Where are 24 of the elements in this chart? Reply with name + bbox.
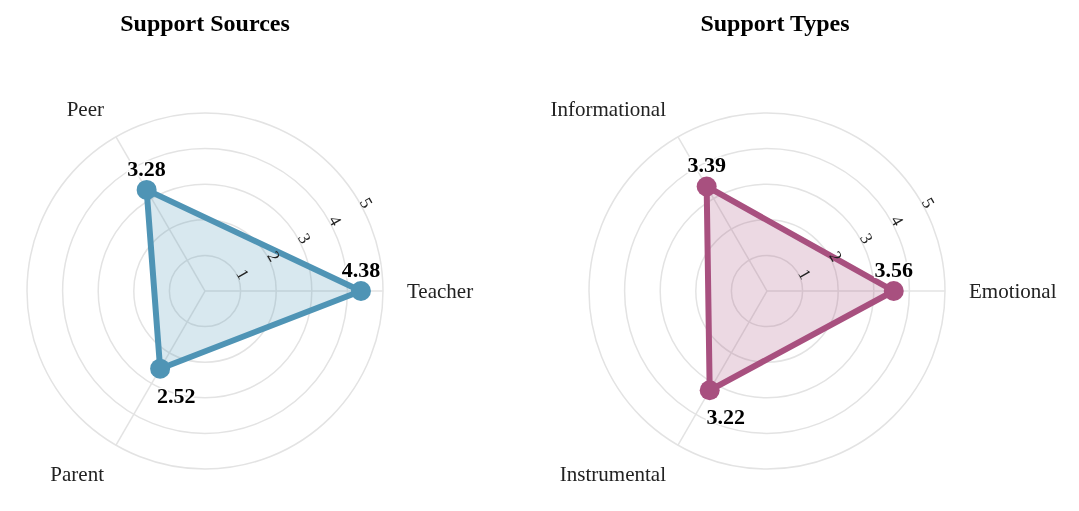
y-tick-label: 1 — [794, 265, 816, 283]
y-tick-label: 3 — [294, 230, 315, 247]
spoke-label: Emotional — [969, 279, 1057, 304]
chart-title: Support Types — [699, 10, 851, 37]
spoke-label: Teacher — [407, 279, 474, 304]
data-label: 3.22 — [706, 404, 745, 430]
chart-title: Support Sources — [119, 10, 291, 37]
y-tick-label: 2 — [263, 247, 284, 265]
data-label: 2.52 — [156, 382, 196, 408]
data-label: 3.39 — [687, 152, 726, 178]
spoke-label: Instrumental — [559, 461, 667, 486]
y-tick-label: 3 — [856, 230, 877, 247]
y-tick-label: 1 — [232, 265, 254, 283]
data-label: 4.38 — [341, 257, 381, 282]
y-tick-label: 5 — [917, 194, 939, 212]
y-tick-label: 5 — [355, 194, 377, 212]
data-label: 3.56 — [874, 257, 913, 282]
data-label: 3.28 — [127, 155, 166, 181]
y-tick-label: 4 — [324, 212, 346, 230]
spoke-label: Parent — [50, 461, 105, 486]
y-tick-label: 4 — [886, 212, 908, 230]
spoke-label: Informational — [550, 97, 667, 122]
y-tick-label: 2 — [825, 247, 846, 265]
spoke-label: Peer — [66, 97, 104, 122]
